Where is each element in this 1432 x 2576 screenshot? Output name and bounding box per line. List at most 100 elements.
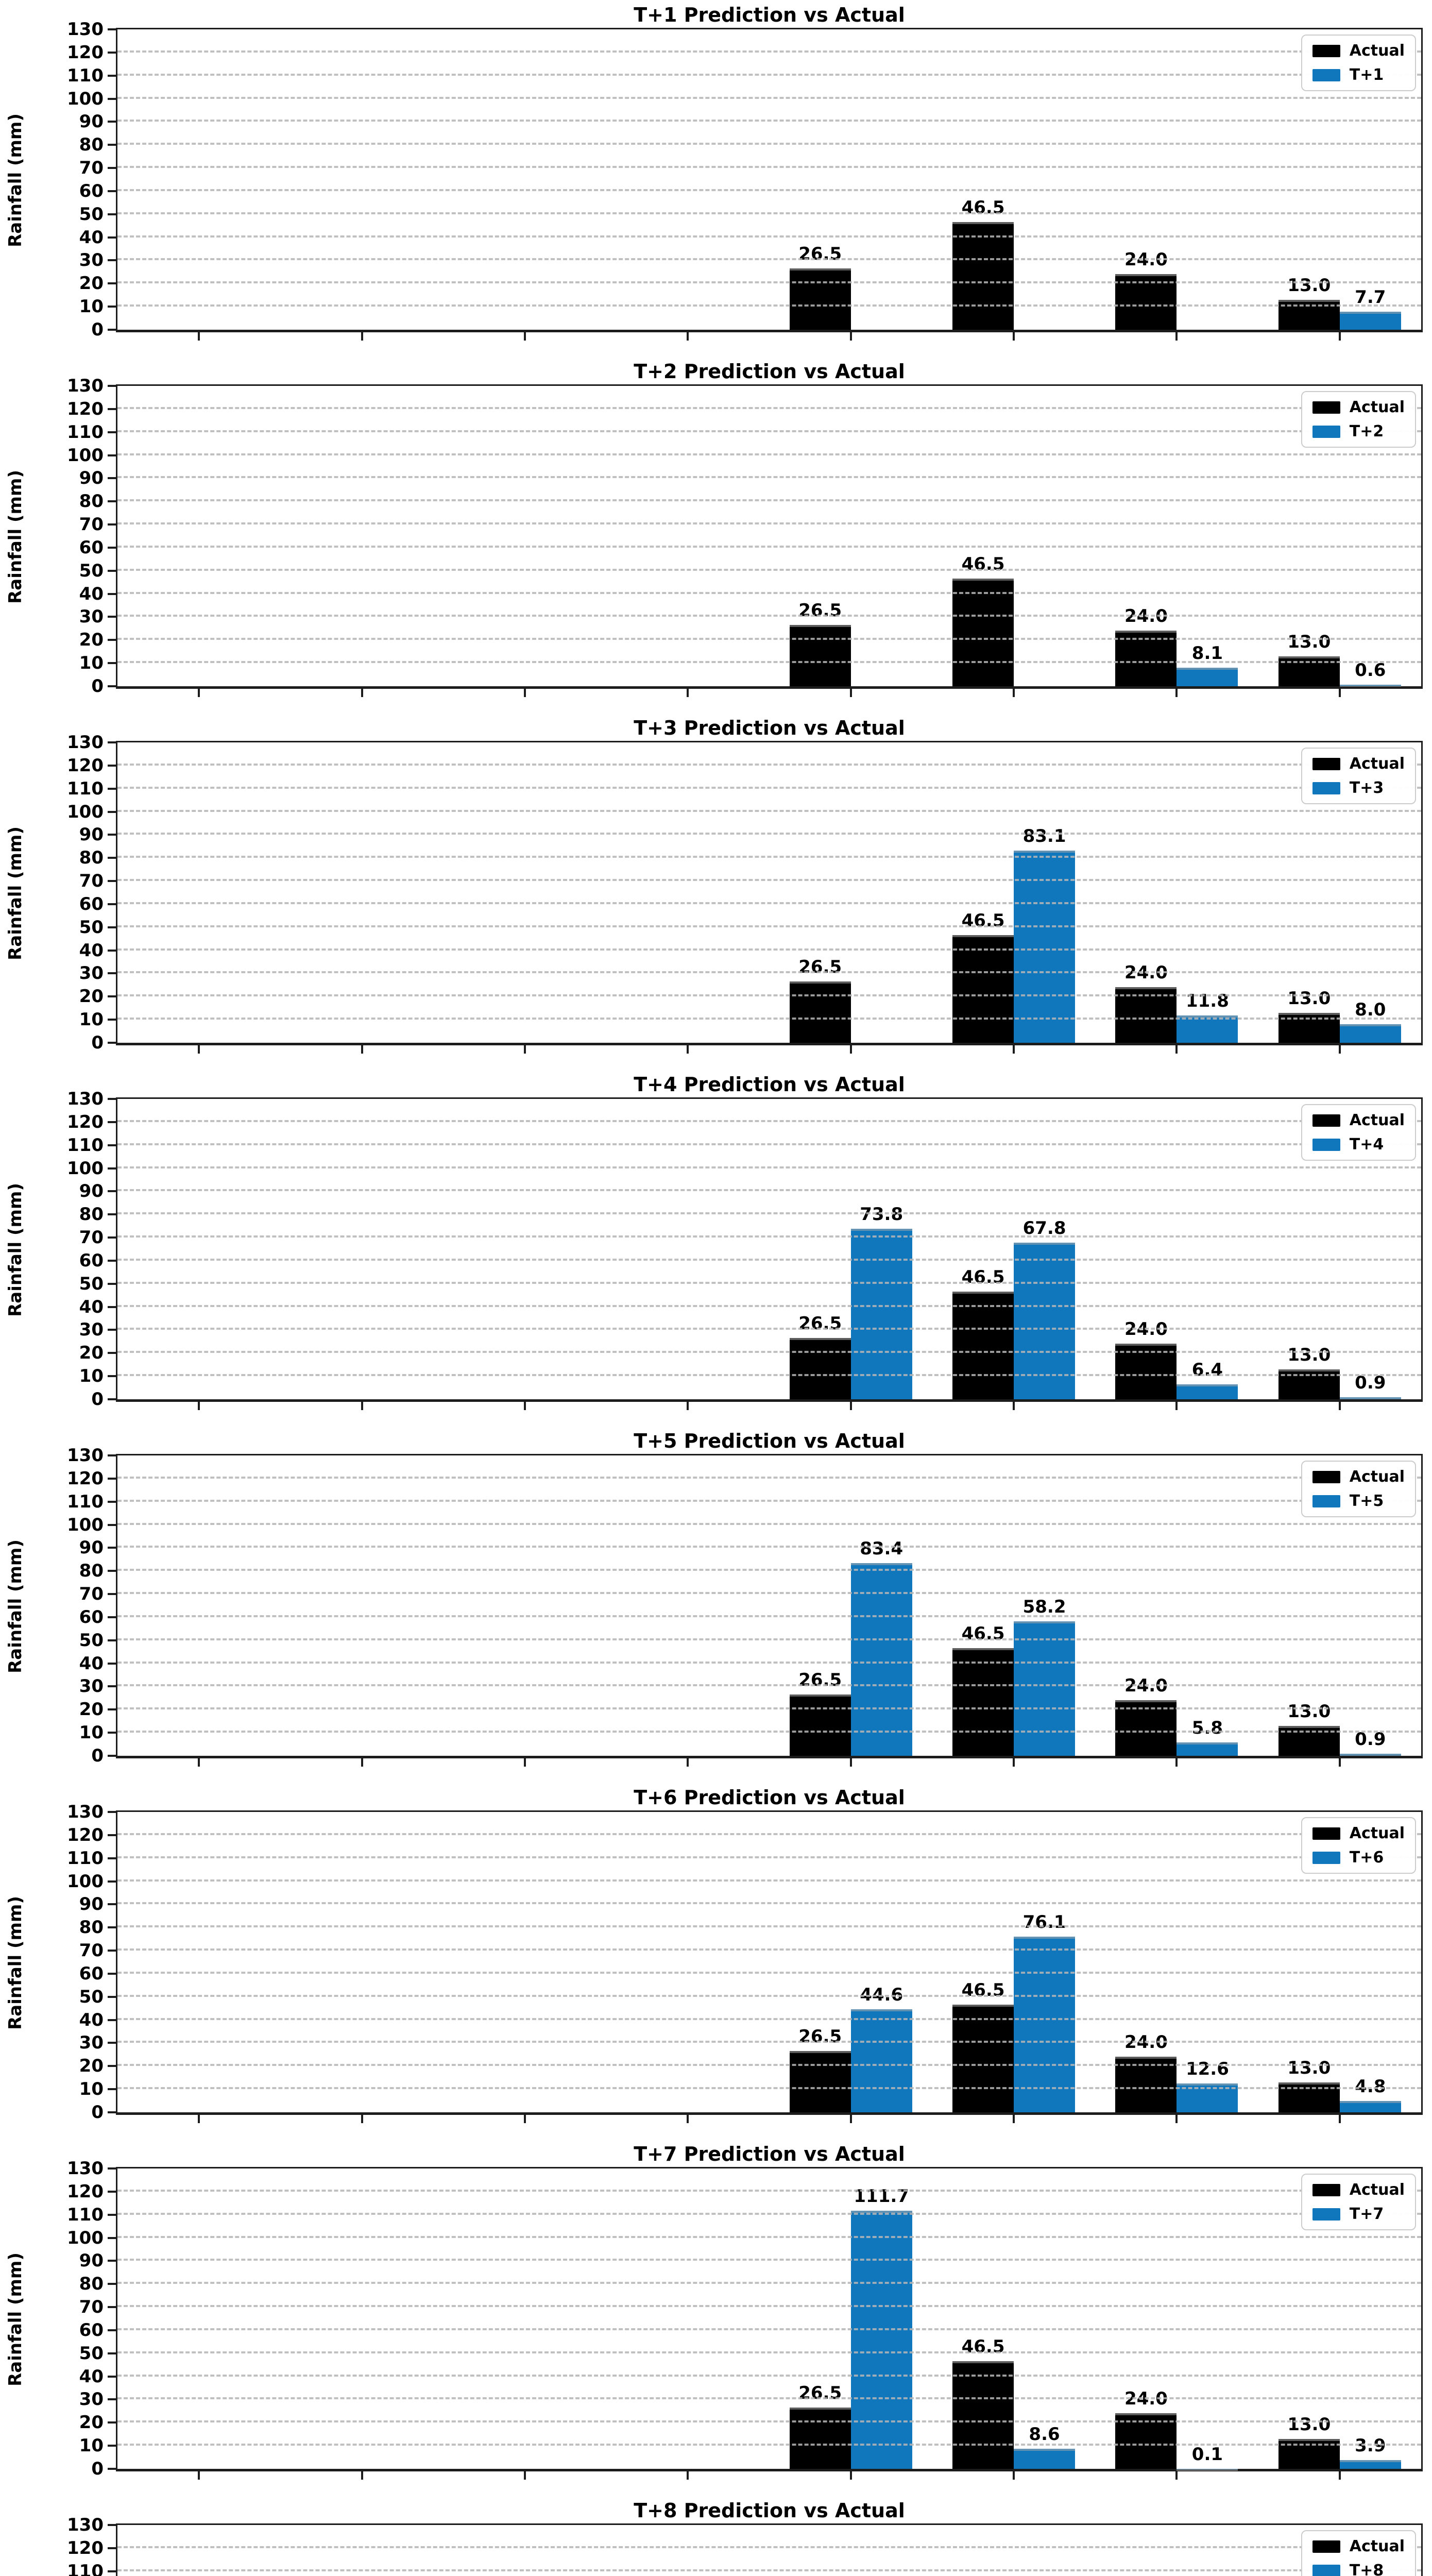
bar-value-label: 67.8 (1022, 1217, 1066, 1239)
bar-value-label: 46.5 (961, 1267, 1005, 1288)
y-tick-label: 110 (67, 1850, 116, 1867)
gridline (117, 902, 1421, 904)
y-tick-mark (108, 1329, 116, 1331)
x-tick-mark (1338, 689, 1341, 697)
chart-title: T+6 Prediction vs Actual (634, 1786, 905, 1809)
chart-title: T+5 Prediction vs Actual (634, 1430, 905, 1452)
y-tick-mark (108, 1236, 116, 1239)
gridline (117, 1374, 1421, 1377)
gridline (117, 1731, 1421, 1733)
y-tick-label: 10 (79, 298, 116, 315)
y-tick-label: 40 (79, 942, 116, 959)
y-tick-label: 30 (79, 964, 116, 982)
y-tick-text: 0 (91, 319, 104, 340)
bar-value-label: 7.7 (1355, 287, 1386, 308)
y-tick-text: 30 (79, 1676, 104, 1697)
y-tick-mark (108, 2019, 116, 2021)
bar-value-label: 0.9 (1355, 1372, 1386, 1393)
chart-body: Rainfall (mm) 01020304050607080901001101… (0, 2516, 1432, 2576)
y-tick-mark (108, 2260, 116, 2262)
y-tick-text: 130 (67, 732, 104, 753)
bar-prediction: 11.8 (1177, 991, 1238, 1043)
gridline (117, 143, 1421, 145)
legend-row: T+1 (1312, 66, 1405, 84)
gridline (117, 638, 1421, 640)
bar-prediction: 83.1 (1014, 826, 1076, 1043)
bar-value-label: 13.0 (1287, 2057, 1331, 2078)
x-tick-mark (523, 1045, 526, 1054)
y-tick-mark (108, 1477, 116, 1480)
bar-value-label: 26.5 (798, 1670, 842, 1691)
y-tick-mark (108, 1500, 116, 1503)
bar-actual: 26.5 (789, 1313, 851, 1399)
y-tick-mark (108, 2329, 116, 2331)
legend-swatch (1312, 44, 1340, 57)
y-tick-mark (108, 1616, 116, 1618)
gridline (117, 2212, 1421, 2215)
legend: Actual T+5 (1301, 1461, 1416, 1517)
y-tick-label: 120 (67, 757, 116, 774)
gridline (117, 281, 1421, 284)
y-tick-mark (108, 523, 116, 526)
y-tick-label: 80 (79, 849, 116, 867)
bar-prediction: 5.8 (1177, 1718, 1238, 1756)
y-tick-mark (108, 1708, 116, 1711)
y-tick-mark (108, 1019, 116, 1021)
bar-value-label: 11.8 (1185, 991, 1229, 1012)
y-tick-label: 60 (79, 1965, 116, 1982)
y-tick-text: 90 (79, 824, 104, 845)
y-tick-mark (108, 2042, 116, 2044)
y-tick-text: 80 (79, 848, 104, 869)
gridline (117, 786, 1421, 789)
y-tick-mark (108, 28, 116, 30)
gridline (117, 1258, 1421, 1261)
chart-title: T+1 Prediction vs Actual (634, 4, 905, 26)
chart-panel: T+2 Prediction vs Actual Rainfall (mm) 0… (0, 359, 1432, 715)
y-tick-text: 130 (67, 1802, 104, 1822)
gridline (117, 2397, 1421, 2400)
x-tick-mark (1338, 1402, 1341, 1410)
y-tick-mark (108, 385, 116, 387)
bar-value-label: 111.7 (854, 2186, 909, 2207)
legend-swatch (1312, 1138, 1340, 1151)
chart-panel: T+7 Prediction vs Actual Rainfall (mm) 0… (0, 2141, 1432, 2498)
gridline (117, 763, 1421, 766)
bar-actual: 24.0 (1115, 1675, 1177, 1756)
x-tick-mark (849, 1402, 852, 1410)
y-tick-label: 90 (79, 469, 116, 487)
y-tick-mark (108, 306, 116, 308)
y-tick-text: 130 (67, 376, 104, 396)
bar-actual: 26.5 (789, 1670, 851, 1756)
legend-row: Actual (1312, 398, 1405, 416)
gridline (117, 406, 1421, 409)
y-tick-mark (108, 1523, 116, 1526)
y-tick-label: 20 (79, 275, 116, 292)
y-tick-label: 120 (67, 1470, 116, 1487)
bar-value-label: 5.8 (1191, 1718, 1223, 1738)
y-tick-label: 70 (79, 1229, 116, 1246)
y-tick-text: 110 (67, 65, 104, 86)
y-tick-mark (108, 995, 116, 998)
y-tick-text: 70 (79, 1227, 104, 1248)
gridline (117, 2444, 1421, 2446)
x-tick-mark (849, 2471, 852, 2480)
bar-actual: 13.0 (1278, 275, 1340, 330)
legend-label: Actual (1349, 42, 1405, 60)
bar-actual: 13.0 (1278, 988, 1340, 1043)
y-tick-text: 130 (67, 1445, 104, 1466)
bar-value-label: 3.9 (1355, 2435, 1386, 2456)
y-tick-text: 120 (67, 2537, 104, 2558)
bar-actual: 24.0 (1115, 1319, 1177, 1399)
x-tick-mark (523, 1402, 526, 1410)
y-tick-mark (108, 2398, 116, 2401)
y-tick-label: 50 (79, 2345, 116, 2362)
y-tick-mark (108, 213, 116, 215)
bar-prediction: 58.2 (1014, 1597, 1076, 1756)
gridline (117, 1684, 1421, 1687)
y-tick-text: 90 (79, 1894, 104, 1915)
y-tick-text: 120 (67, 755, 104, 776)
legend-row: Actual (1312, 1111, 1405, 1129)
x-tick-mark (198, 1758, 200, 1767)
